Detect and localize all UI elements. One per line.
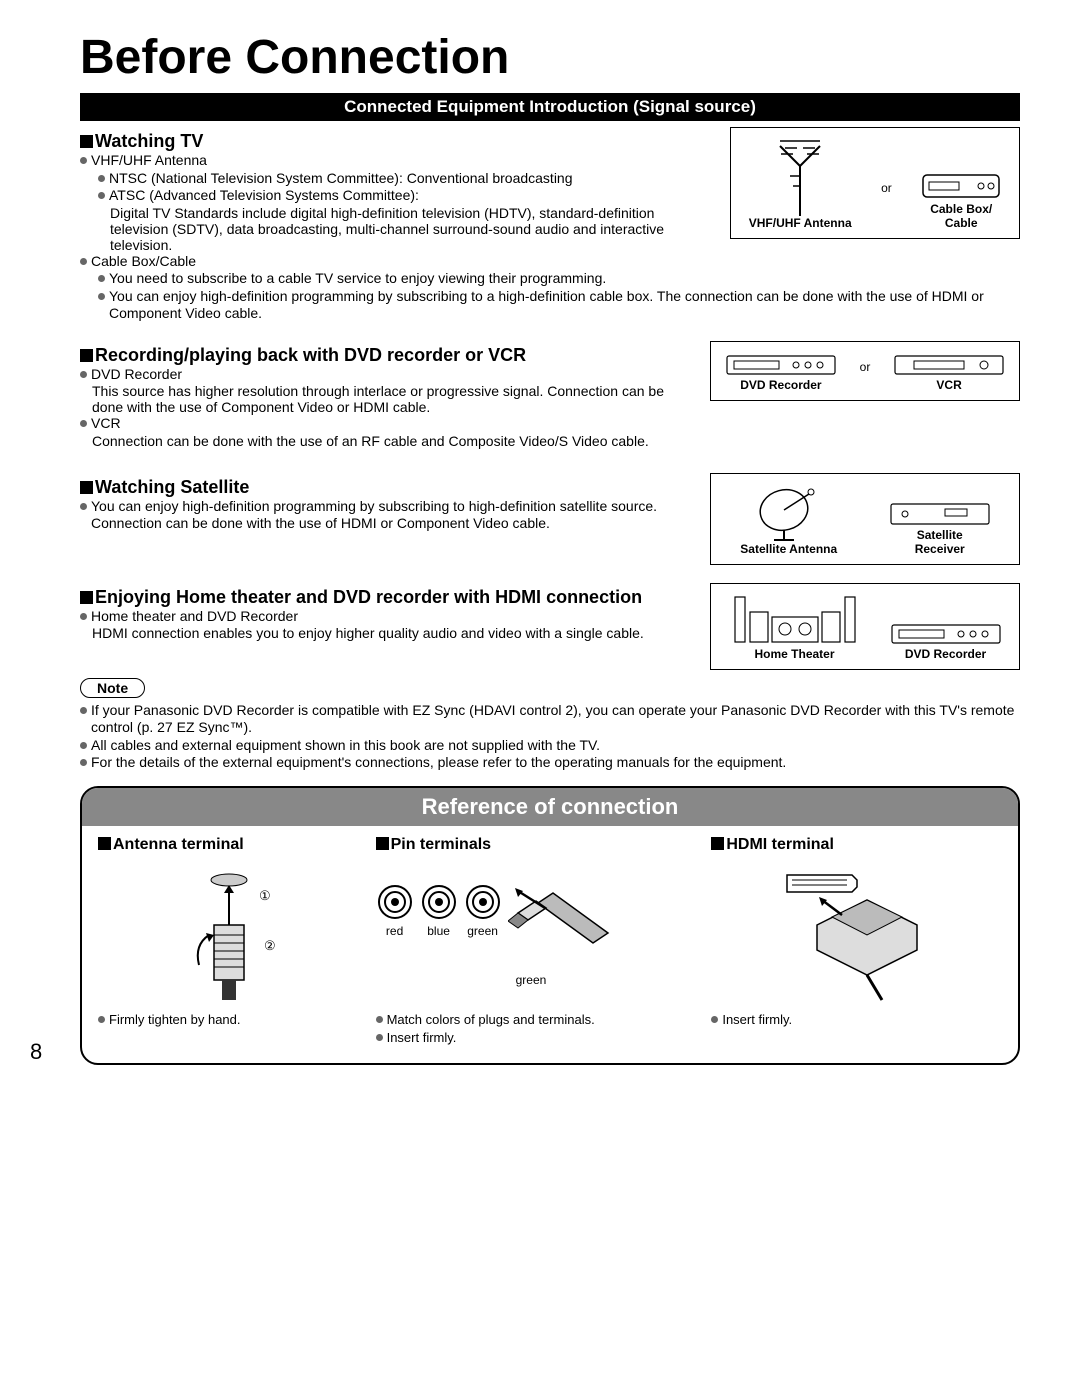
s2-dvd-label: DVD Recorder [91,366,182,384]
vcr-icon [894,350,1004,378]
pin-jack-red-icon [376,883,414,921]
ref-hdmi-title: HDMI terminal [711,836,1002,854]
satellite-receiver-icon [890,498,990,528]
page-number: 8 [30,1039,42,1065]
ref-pin-tip2: Insert firmly. [387,1030,457,1047]
antenna-icon [765,136,835,216]
s1-cable-p2: You can enjoy high-definition programmin… [109,288,1020,323]
s4-title: Enjoying Home theater and DVD recorder w… [80,587,694,608]
reference-header: Reference of connection [82,788,1018,826]
ref-pin-tip1: Match colors of plugs and terminals. [387,1012,595,1029]
pin-plug-icon [508,883,618,973]
s1-diagram: VHF/UHF Antenna or Cable Box/ Cable [730,127,1020,239]
section-banner: Connected Equipment Introduction (Signal… [80,93,1020,121]
s1-ntsc: NTSC (National Television System Committ… [109,170,573,188]
dvd-recorder-icon-2 [891,619,1001,647]
note-3: For the details of the external equipmen… [91,754,786,772]
s4-desc: HDMI connection enables you to enjoy hig… [92,625,694,641]
svg-text:②: ② [264,938,276,953]
hdmi-terminal-icon [767,865,947,1005]
s3-diagram: Satellite Antenna Satellite Receiver [710,473,1020,565]
s2-vcr-desc: Connection can be done with the use of a… [92,433,1020,449]
page-title: Before Connection [80,30,1020,85]
note-2: All cables and external equipment shown … [91,737,600,755]
reference-box: Reference of connection Antenna terminal… [80,786,1020,1066]
s3-desc: You can enjoy high-definition programmin… [91,498,694,533]
pin-jack-blue-icon [420,883,458,921]
note-badge: Note [80,678,145,698]
ref-ant-tip: Firmly tighten by hand. [109,1012,241,1029]
s2-dvd-desc: This source has higher resolution throug… [92,383,694,415]
antenna-terminal-icon: ① ② [164,865,294,1005]
s1-title: Watching TV [80,131,714,152]
s1-antenna-label: VHF/UHF Antenna [91,152,207,170]
pin-jack-green-icon [464,883,502,921]
ref-pin-title: Pin terminals [376,836,696,854]
cable-box-icon [921,167,1001,202]
s1-cable-label: Cable Box/Cable [91,253,196,271]
s2-vcr-label: VCR [91,415,121,433]
dvd-recorder-icon [726,350,836,378]
s2-diagram: DVD Recorder or VCR [710,341,1020,401]
ref-antenna-title: Antenna terminal [98,836,360,854]
satellite-dish-icon [749,482,829,542]
note-1: If your Panasonic DVD Recorder is compat… [91,702,1020,737]
ref-hdmi-tip: Insert firmly. [722,1012,792,1029]
s1-atsc-desc: Digital TV Standards include digital hig… [110,205,714,253]
home-theater-icon [730,592,860,647]
s1-atsc: ATSC (Advanced Television Systems Commit… [109,187,419,205]
s1-cable-p1: You need to subscribe to a cable TV serv… [109,270,606,288]
svg-text:①: ① [259,888,271,903]
s4-label: Home theater and DVD Recorder [91,608,298,626]
s3-title: Watching Satellite [80,477,694,498]
s2-title: Recording/playing back with DVD recorder… [80,345,694,366]
s4-diagram: Home Theater DVD Recorder [710,583,1020,670]
